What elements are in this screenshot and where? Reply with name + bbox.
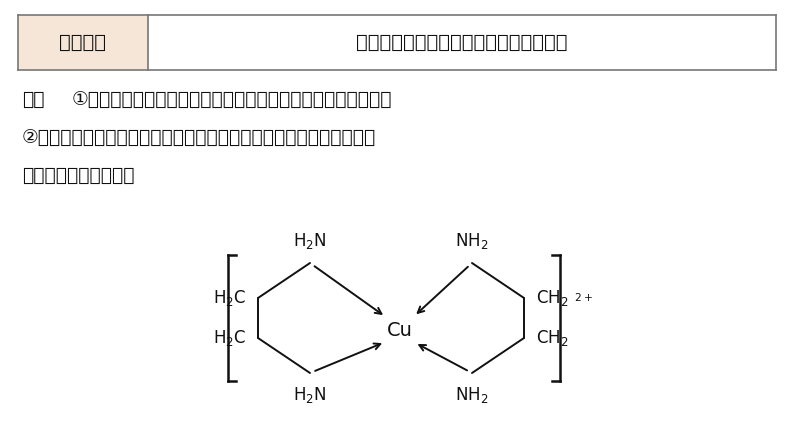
Bar (148, 15, 776, 70)
Text: 胺形成的配离子为例：: 胺形成的配离子为例： (22, 166, 134, 185)
Text: Cu: Cu (387, 320, 413, 340)
Text: $\mathregular{CH_2}$: $\mathregular{CH_2}$ (536, 328, 569, 348)
Text: ②配体可能有多个配位原子，与中心原子形成蟯合物。以铜离子与乙二: ②配体可能有多个配位原子，与中心原子形成蟯合物。以铜离子与乙二 (22, 128, 376, 147)
Text: ①一般来说，配合物内界与外界之间为离子键，电荷相互抗消。: ①一般来说，配合物内界与外界之间为离子键，电荷相互抗消。 (72, 90, 392, 109)
Text: $\mathregular{CH_2}$: $\mathregular{CH_2}$ (536, 288, 569, 308)
Bar (18, 15, 148, 70)
Text: $\mathregular{H_2C}$: $\mathregular{H_2C}$ (213, 328, 246, 348)
Text: $\mathregular{H_2C}$: $\mathregular{H_2C}$ (213, 288, 246, 308)
Text: 说明: 说明 (22, 90, 44, 109)
Text: $\mathregular{NH_2}$: $\mathregular{NH_2}$ (455, 231, 488, 251)
Text: 多齿配体: 多齿配体 (60, 33, 106, 52)
Text: $^{2+}$: $^{2+}$ (574, 295, 593, 309)
Text: $\mathregular{H_2N}$: $\mathregular{H_2N}$ (293, 231, 326, 251)
Text: $\mathregular{H_2N}$: $\mathregular{H_2N}$ (293, 385, 326, 405)
Text: $\mathregular{NH_2}$: $\mathregular{NH_2}$ (455, 385, 488, 405)
Text: 一个配体中有两个或两个以上的配位原子: 一个配体中有两个或两个以上的配位原子 (357, 33, 568, 52)
